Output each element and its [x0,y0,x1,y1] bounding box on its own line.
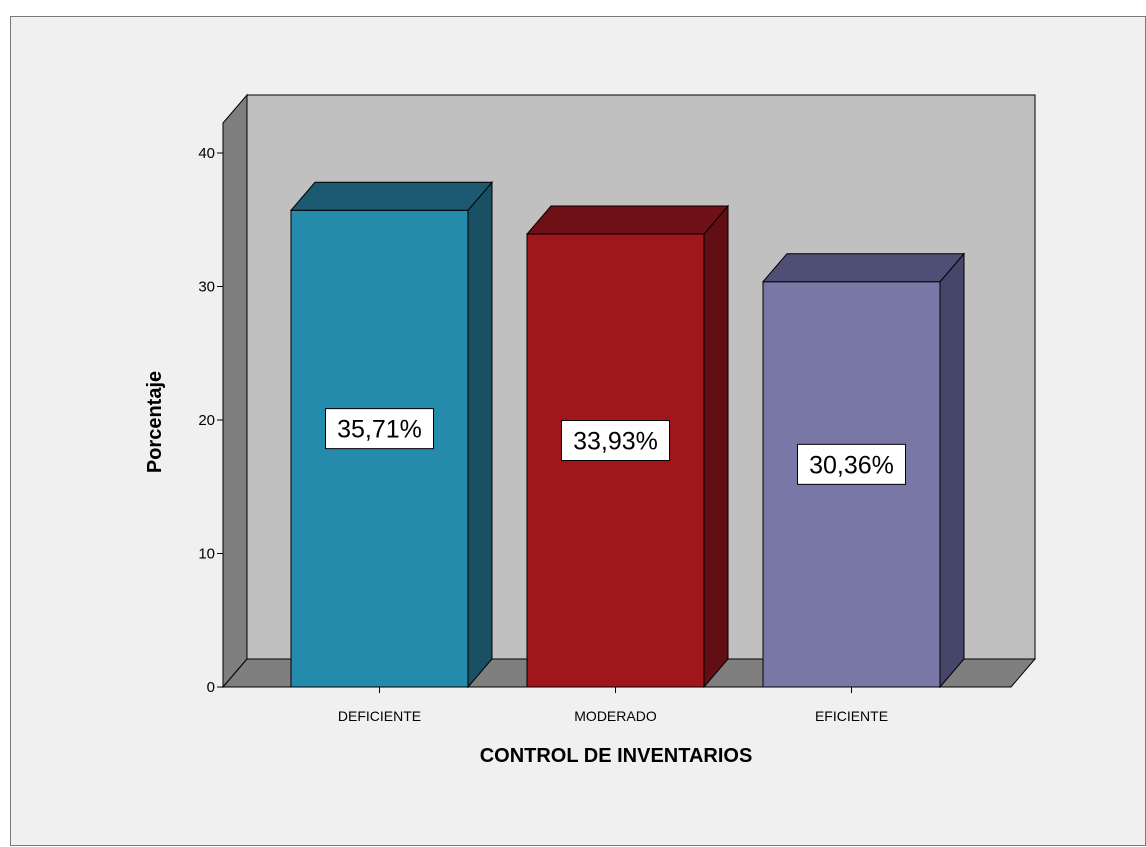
x-tick-label: EFICIENTE [815,708,888,724]
data-label: 30,36% [809,451,894,479]
x-tick-label: MODERADO [574,708,657,724]
y-tick-label: 0 [207,679,215,696]
bar-deficiente: 35,71% [289,180,494,689]
data-label-box [797,443,906,485]
data-label: 33,93% [573,428,658,456]
y-tick-label: 30 [198,279,215,296]
y-tick-label: 10 [198,546,215,563]
bar-side [467,180,493,689]
x-axis-title: CONTROL DE INVENTARIOS [480,745,753,767]
x-axis: DEFICIENTE MODERADO EFICIENTE [338,687,888,724]
y-tick-label: 40 [198,145,215,162]
x-tick-label: DEFICIENTE [338,708,421,724]
bar-moderado: 33,93% [525,204,730,689]
bar-top [289,181,494,211]
y-tick-label: 20 [198,412,215,429]
y-axis: 0 10 20 30 40 [198,145,223,696]
bar-chart: 0 10 20 30 40 35,71% 33,93% 30,36% DEFICIENTE M… [144,93,1037,767]
data-label: 35,71% [337,416,422,444]
data-label-box [561,420,670,462]
bar-top [525,205,730,235]
bar-side [703,204,729,689]
bars: 35,71% 33,93% 30,36% [289,180,966,689]
bar-top [761,253,966,283]
data-label-box [325,408,434,450]
bar-eficiente: 30,36% [761,252,966,689]
bar-side [939,252,965,689]
left-wall [222,93,248,689]
y-axis-title: Porcentaje [144,371,166,473]
chart-frame: 0 10 20 30 40 35,71% 33,93% 30,36% DEFICIENTE M… [10,16,1146,846]
